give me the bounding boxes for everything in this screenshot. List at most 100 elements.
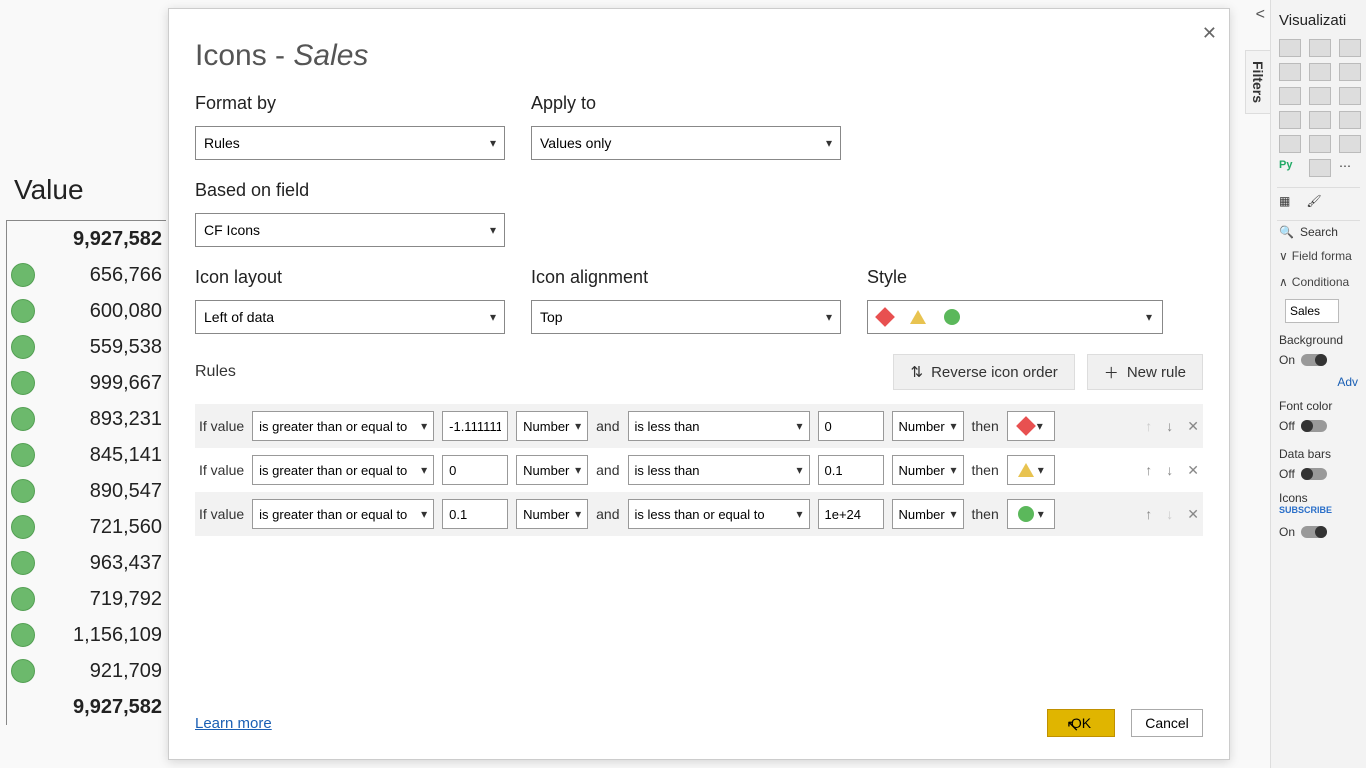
format-by-select[interactable]: Rules▾ xyxy=(195,126,505,160)
vis-type-icon[interactable] xyxy=(1279,135,1301,153)
if-value-label: If value xyxy=(199,418,244,434)
vis-type-icon[interactable] xyxy=(1279,111,1301,129)
vis-type-icon[interactable] xyxy=(1309,111,1331,129)
icon-layout-select[interactable]: Left of data▾ xyxy=(195,300,505,334)
move-up-icon[interactable]: ↑ xyxy=(1145,506,1152,522)
advanced-link[interactable]: Adv xyxy=(1277,371,1360,393)
value-input[interactable] xyxy=(442,411,508,441)
status-circle-icon xyxy=(11,335,35,359)
vis-type-icon[interactable] xyxy=(1339,63,1361,81)
cancel-button[interactable]: Cancel xyxy=(1131,709,1203,737)
icon-picker[interactable]: ▾ xyxy=(1007,499,1055,529)
subscribe-watermark: Icons SUBSCRIBE xyxy=(1277,485,1360,521)
delete-rule-icon[interactable]: ✕ xyxy=(1187,462,1199,479)
data-bars-toggle[interactable]: Off xyxy=(1277,463,1360,485)
move-up-icon[interactable]: ↑ xyxy=(1145,462,1152,478)
diamond-icon xyxy=(1016,416,1036,436)
style-label: Style xyxy=(867,267,1163,288)
diamond-icon xyxy=(875,307,895,327)
vis-type-icon[interactable] xyxy=(1339,111,1361,129)
rules-list: If value is greater than or equal to▾ Numb… xyxy=(195,404,1203,536)
table-row: 600,080 xyxy=(7,293,166,329)
style-select[interactable]: ▾ xyxy=(867,300,1163,334)
move-up-icon: ↑ xyxy=(1145,418,1152,434)
icon-picker[interactable]: ▾ xyxy=(1007,411,1055,441)
background-value-column: Value 9,927,582656,766600,080559,538999,… xyxy=(6,170,166,725)
vis-type-icon[interactable] xyxy=(1279,87,1301,105)
vis-type-icon[interactable] xyxy=(1279,39,1301,57)
operator-select[interactable]: is greater than or equal to▾ xyxy=(252,411,434,441)
reverse-icon-order-button[interactable]: ⇅Reverse icon order xyxy=(893,354,1074,390)
type-select[interactable]: Number▾ xyxy=(892,455,964,485)
apply-to-select[interactable]: Values only▾ xyxy=(531,126,841,160)
status-circle-icon xyxy=(11,371,35,395)
vis-type-icon[interactable] xyxy=(1309,159,1331,177)
vis-more-icon[interactable]: ⋯ xyxy=(1339,159,1361,177)
icon-layout-label: Icon layout xyxy=(195,267,505,288)
apply-to-label: Apply to xyxy=(531,93,841,114)
value-input[interactable] xyxy=(818,499,884,529)
move-down-icon[interactable]: ↓ xyxy=(1166,462,1173,478)
operator-select[interactable]: is less than▾ xyxy=(628,411,810,441)
learn-more-link[interactable]: Learn more xyxy=(195,715,272,732)
vis-type-icon[interactable] xyxy=(1309,135,1331,153)
icon-alignment-select[interactable]: Top▾ xyxy=(531,300,841,334)
value-cell: 893,231 xyxy=(41,408,166,431)
new-rule-button[interactable]: ＋New rule xyxy=(1087,354,1203,390)
background-color-label: Background xyxy=(1277,331,1360,349)
value-cell: 963,437 xyxy=(41,552,166,575)
filters-tab[interactable]: Filters xyxy=(1245,50,1270,114)
vis-type-icon[interactable] xyxy=(1309,63,1331,81)
vis-type-icon[interactable] xyxy=(1339,39,1361,57)
value-input[interactable] xyxy=(818,411,884,441)
search-row: 🔍 Search xyxy=(1277,220,1360,243)
operator-select[interactable]: is less than▾ xyxy=(628,455,810,485)
icons-dialog: ✕ Icons - Sales Format by Rules▾ Apply t… xyxy=(168,8,1230,760)
data-bars-label: Data bars xyxy=(1277,437,1360,463)
value-cell: 559,538 xyxy=(41,336,166,359)
vis-type-icon[interactable] xyxy=(1309,87,1331,105)
operator-select[interactable]: is greater than or equal to▾ xyxy=(252,455,434,485)
status-circle-icon xyxy=(11,299,35,323)
delete-rule-icon[interactable]: ✕ xyxy=(1187,418,1199,435)
close-icon[interactable]: ✕ xyxy=(1202,23,1217,44)
icon-picker[interactable]: ▾ xyxy=(1007,455,1055,485)
value-input[interactable] xyxy=(442,455,508,485)
triangle-icon xyxy=(910,310,926,324)
value-input[interactable] xyxy=(818,455,884,485)
table-row: 845,141 xyxy=(7,437,166,473)
field-formatting-section[interactable]: ∨Field forma xyxy=(1277,243,1360,269)
move-down-icon[interactable]: ↓ xyxy=(1166,418,1173,434)
table-row: 559,538 xyxy=(7,329,166,365)
ok-button[interactable]: OK ↖ xyxy=(1047,709,1115,737)
conditional-field-input[interactable] xyxy=(1285,299,1339,323)
type-select[interactable]: Number▾ xyxy=(892,499,964,529)
type-select[interactable]: Number▾ xyxy=(516,455,588,485)
operator-select[interactable]: is greater than or equal to▾ xyxy=(252,499,434,529)
rule-row: If value is greater than or equal to▾ Numb… xyxy=(195,404,1203,448)
type-select[interactable]: Number▾ xyxy=(892,411,964,441)
font-color-toggle[interactable]: Off xyxy=(1277,415,1360,437)
collapse-pane-icon[interactable]: < xyxy=(1256,6,1265,24)
vis-type-icon[interactable]: Py xyxy=(1279,159,1301,177)
background-color-toggle[interactable]: On xyxy=(1277,349,1360,371)
vis-type-icon[interactable] xyxy=(1309,39,1331,57)
vis-type-icon[interactable] xyxy=(1339,135,1361,153)
vis-type-icon[interactable] xyxy=(1279,63,1301,81)
type-select[interactable]: Number▾ xyxy=(516,411,588,441)
visualizations-title: Visualizati xyxy=(1277,6,1360,39)
value-input[interactable] xyxy=(442,499,508,529)
vis-type-icon[interactable] xyxy=(1339,87,1361,105)
operator-select[interactable]: is less than or equal to▾ xyxy=(628,499,810,529)
conditional-section[interactable]: ∧Conditiona xyxy=(1277,269,1360,295)
search-label[interactable]: Search xyxy=(1300,225,1338,239)
format-tab-icon[interactable]: 🖌 xyxy=(1306,194,1321,208)
fields-tab-icon[interactable]: ▦ xyxy=(1279,194,1290,208)
icons-toggle[interactable]: On xyxy=(1277,521,1360,543)
table-row: 1,156,109 xyxy=(7,617,166,653)
search-icon: 🔍 xyxy=(1279,225,1294,239)
delete-rule-icon[interactable]: ✕ xyxy=(1187,506,1199,523)
visualizations-pane: Visualizati Py ⋯ ▦ 🖌 🔍 Search ∨Field form… xyxy=(1270,0,1366,768)
based-on-select[interactable]: CF Icons▾ xyxy=(195,213,505,247)
type-select[interactable]: Number▾ xyxy=(516,499,588,529)
